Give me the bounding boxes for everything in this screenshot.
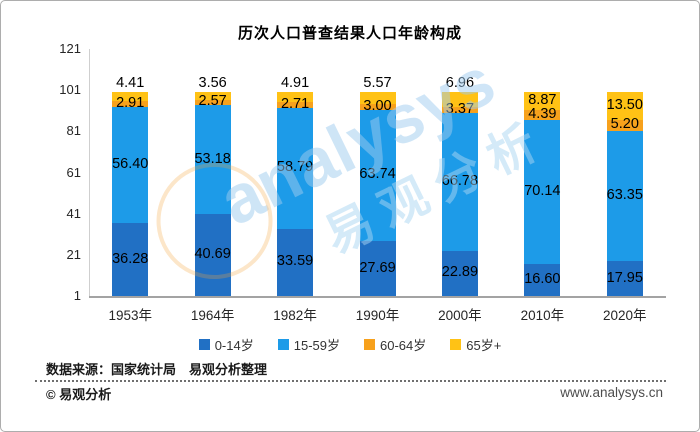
bar-segment-65岁+ <box>441 92 478 107</box>
legend-label-0-14: 0-14岁 <box>214 338 254 353</box>
bar-value-label: 70.14 <box>524 182 561 199</box>
bar-value-label: 58.79 <box>276 159 314 176</box>
bar-value-label: 53.18 <box>194 150 231 167</box>
bar-value-label: 4.91 <box>280 75 310 92</box>
bar-segment-65岁+ <box>359 92 396 104</box>
bar-value-label: 3.56 <box>198 75 227 92</box>
bar-segment-0-14岁 <box>524 263 561 296</box>
bar-segment-15-59岁 <box>112 107 149 224</box>
y-tick-label: 21 <box>66 246 81 262</box>
legend-item-15-59: 15-59岁 <box>277 335 340 354</box>
copyright-text: © 易观分析 <box>46 387 112 402</box>
bar-segment-60-64岁 <box>277 102 314 108</box>
bar-value-label: 8.87 <box>528 92 557 109</box>
bar-value-label: 40.69 <box>194 246 231 263</box>
bar-segment-60-64岁 <box>359 103 396 110</box>
bar-segment-15-59岁 <box>194 104 231 215</box>
legend-label-60-64: 60-64岁 <box>379 338 427 353</box>
bar-segment-0-14岁 <box>606 261 643 296</box>
y-tick-label: 1 <box>73 288 81 303</box>
bar-value-label: 5.20 <box>610 116 639 133</box>
bar-segment-15-59岁 <box>524 119 561 264</box>
bar-segment-0-14岁 <box>359 241 396 296</box>
bar-segment-0-14岁 <box>441 250 478 296</box>
legend: 0-14岁 15-59岁 60-64岁 65岁+ <box>1 335 699 354</box>
x-category-label: 1964年 <box>190 308 235 323</box>
website-link[interactable]: www.analysys.cn <box>560 385 663 400</box>
bar-segment-0-14岁 <box>112 223 149 296</box>
legend-swatch-0-14 <box>198 339 210 350</box>
bar-value-label: 5.57 <box>363 75 392 92</box>
bar-segment-60-64岁 <box>524 110 561 120</box>
legend-item-0-14: 0-14岁 <box>198 335 254 354</box>
bar-value-label: 4.39 <box>528 106 557 122</box>
bar-segment-60-64岁 <box>441 106 478 114</box>
bar-segment-15-59岁 <box>606 130 643 262</box>
bar-value-label: 6.96 <box>445 75 475 92</box>
bar-value-label: 36.28 <box>112 250 149 267</box>
y-tick-label: 81 <box>66 123 81 139</box>
bar-segment-15-59岁 <box>277 107 314 229</box>
y-axis-line <box>89 49 90 296</box>
x-category-label: 1953年 <box>108 308 152 323</box>
bar-value-label: 3.37 <box>445 101 475 118</box>
x-category-label: 2020年 <box>603 308 647 323</box>
bar-segment-15-59岁 <box>441 113 478 251</box>
x-category-label: 2000年 <box>438 308 482 323</box>
bar-value-label: 4.41 <box>116 75 145 92</box>
bar-segment-60-64岁 <box>194 99 231 105</box>
bar-segment-60-64岁 <box>606 120 643 131</box>
bar-segment-15-59岁 <box>359 109 396 242</box>
bar-value-label: 17.95 <box>606 269 643 286</box>
legend-swatch-60-64 <box>363 339 375 350</box>
bar-value-label: 63.35 <box>606 186 643 203</box>
legend-label-15-59: 15-59岁 <box>293 338 340 353</box>
legend-item-60-64: 60-64岁 <box>363 335 427 354</box>
bar-value-label: 33.59 <box>276 253 314 270</box>
chart-title: 历次人口普查结果人口年龄构成 <box>237 25 462 42</box>
legend-item-65plus: 65岁+ <box>450 335 501 354</box>
x-category-label: 1990年 <box>355 308 400 323</box>
bar-value-label: 16.60 <box>524 270 561 287</box>
y-tick-label: 41 <box>66 205 81 221</box>
legend-label-65plus: 65岁+ <box>466 338 502 353</box>
bar-segment-0-14岁 <box>277 228 314 296</box>
bar-value-label: 63.74 <box>359 166 396 183</box>
legend-swatch-15-59 <box>277 339 289 350</box>
bar-segment-65岁+ <box>277 92 314 103</box>
bar-value-label: 27.69 <box>359 259 396 276</box>
bar-segment-60-64岁 <box>112 101 149 108</box>
bar-value-label: 13.50 <box>606 97 643 114</box>
bar-segment-65岁+ <box>194 92 231 100</box>
bar-segment-65岁+ <box>112 92 149 102</box>
legend-swatch-65plus <box>450 339 462 350</box>
x-category-label: 1982年 <box>273 308 317 323</box>
bar-segment-65岁+ <box>524 92 561 111</box>
y-tick-label: 121 <box>59 41 81 56</box>
bar-value-label: 2.91 <box>116 95 145 112</box>
bar-segment-0-14岁 <box>194 214 231 296</box>
bar-value-label: 2.57 <box>198 93 227 110</box>
bar-segment-65岁+ <box>606 92 643 120</box>
bar-value-label: 56.40 <box>112 156 149 173</box>
bar-value-label: 2.71 <box>280 96 310 113</box>
y-tick-label: 61 <box>66 164 81 180</box>
x-category-label: 2010年 <box>520 308 565 323</box>
footer-divider <box>35 380 666 382</box>
bar-value-label: 22.89 <box>441 264 479 281</box>
x-axis-line <box>89 296 666 298</box>
bar-value-label: 66.78 <box>441 173 479 190</box>
data-source-text: 数据来源：国家统计局 易观分析整理 <box>46 362 268 377</box>
y-tick-label: 101 <box>59 82 81 98</box>
bar-value-label: 3.00 <box>363 97 392 114</box>
